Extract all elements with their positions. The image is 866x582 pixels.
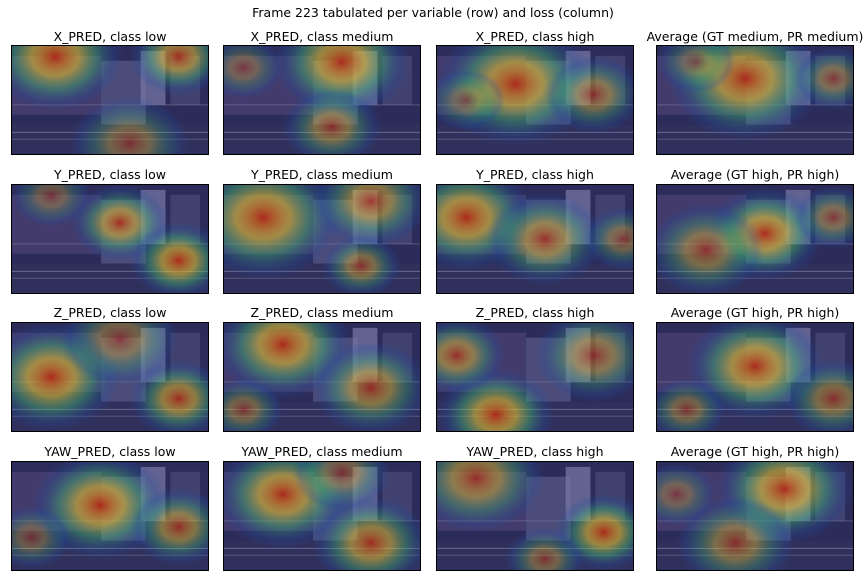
heat-blob	[312, 185, 420, 248]
scene-overlay	[224, 46, 420, 154]
heatmap-image	[436, 184, 634, 294]
cell-title: Y_PRED, class low	[54, 167, 166, 182]
scene-overlay	[657, 323, 853, 431]
heatmap-image	[223, 184, 421, 294]
heat-blob	[129, 46, 208, 96]
heat-blob	[224, 46, 283, 99]
scene-overlay	[224, 462, 420, 570]
heatmap-image	[436, 45, 634, 155]
heatmap-image	[11, 461, 209, 571]
cell-title: YAW_PRED, class high	[466, 444, 604, 459]
heat-blob	[12, 185, 91, 227]
heat-blob	[437, 462, 545, 533]
scene-overlay	[657, 46, 853, 154]
cell-title: Average (GT high, PR high)	[670, 444, 840, 459]
scene-overlay	[12, 46, 208, 154]
heat-blob	[657, 46, 736, 94]
heat-blob	[535, 323, 633, 403]
cell-title: Y_PRED, class medium	[251, 167, 393, 182]
heatmap-image	[11, 45, 209, 155]
heatmap-image	[436, 461, 634, 571]
heat-blob	[544, 55, 633, 134]
heat-blob	[584, 207, 633, 271]
heatmap-image	[11, 184, 209, 294]
scene-overlay	[437, 323, 633, 431]
heatmap-image	[656, 322, 854, 432]
heatmap-image	[11, 322, 209, 432]
heat-blob	[486, 192, 604, 286]
cell-title: Average (GT medium, PR medium)	[646, 29, 864, 44]
cell-title: Z_PRED, class low	[53, 305, 167, 320]
scene-overlay	[437, 185, 633, 293]
cell-title: YAW_PRED, class low	[44, 444, 176, 459]
figure-title: Frame 223 tabulated per variable (row) a…	[252, 5, 614, 20]
heatmap-image	[656, 461, 854, 571]
heat-blob	[794, 186, 853, 249]
heat-blob	[437, 323, 506, 395]
heat-blob	[282, 88, 381, 154]
heat-blob	[224, 185, 342, 280]
scene-overlay	[12, 185, 208, 293]
scene-overlay	[437, 46, 633, 154]
heat-blob	[784, 359, 853, 431]
cell-title: Average (GT high, PR high)	[670, 305, 840, 320]
cell-title: X_PRED, class high	[475, 29, 595, 44]
scene-overlay	[12, 323, 208, 431]
heat-blob	[437, 68, 506, 132]
heat-blob	[657, 463, 716, 526]
scene-overlay	[224, 185, 420, 293]
heatmap-image	[656, 184, 854, 294]
heat-blob	[129, 221, 208, 293]
cell-title: X_PRED, class low	[53, 29, 167, 44]
cell-title: Y_PRED, class high	[476, 167, 594, 182]
scene-overlay	[657, 185, 853, 293]
scene-overlay	[224, 323, 420, 431]
scene-overlay	[437, 462, 633, 570]
cell-title: Z_PRED, class high	[475, 305, 595, 320]
heat-blob	[794, 47, 853, 110]
heat-blob	[505, 528, 584, 570]
heat-blob	[312, 341, 420, 431]
heatmap-image	[223, 461, 421, 571]
heat-blob	[70, 96, 189, 154]
cell-title: Average (GT high, PR high)	[670, 167, 840, 182]
heatmap-image	[656, 45, 854, 155]
heat-blob	[657, 378, 726, 431]
heat-blob	[12, 46, 124, 112]
cell-title: X_PRED, class medium	[250, 29, 394, 44]
heat-blob	[12, 506, 71, 569]
scene-overlay	[12, 462, 208, 570]
heat-blob	[657, 203, 765, 293]
heatmap-image	[223, 45, 421, 155]
cell-title: Z_PRED, class medium	[250, 305, 394, 320]
heat-blob	[61, 323, 179, 386]
heat-blob	[312, 496, 420, 570]
heat-blob	[322, 234, 401, 293]
heat-blob	[292, 462, 391, 512]
cell-title: YAW_PRED, class medium	[241, 444, 403, 459]
scene-overlay	[657, 462, 853, 570]
heat-blob	[224, 378, 283, 431]
heatmap-image	[436, 322, 634, 432]
heat-blob	[129, 487, 208, 566]
heatmap-image	[223, 322, 421, 432]
